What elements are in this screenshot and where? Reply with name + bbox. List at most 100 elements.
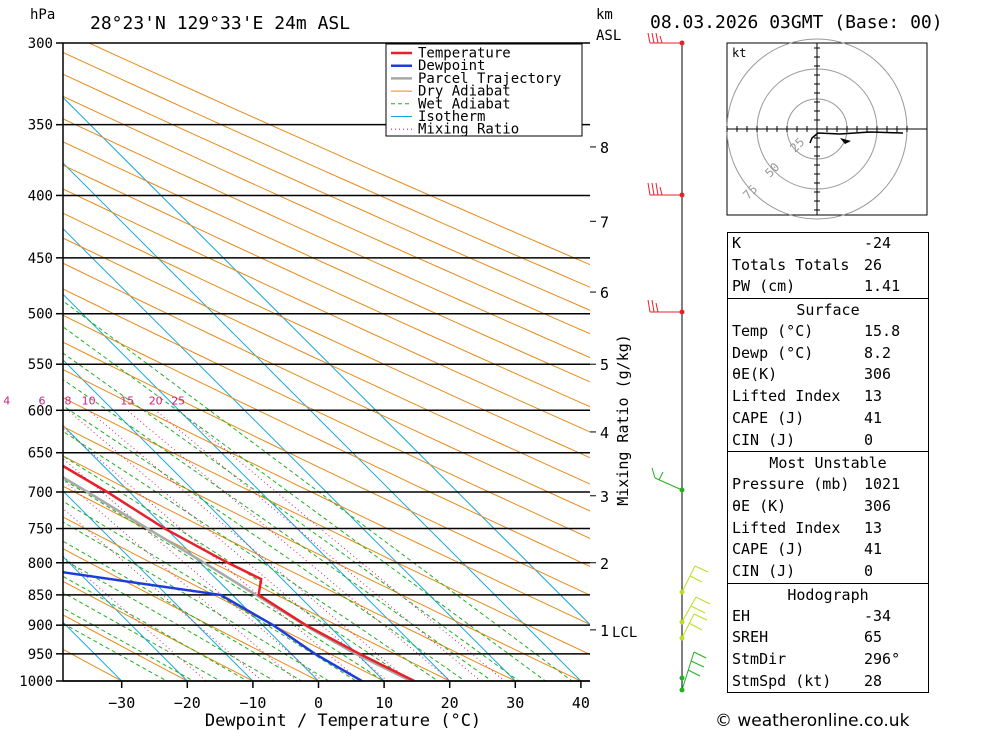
dewpoint-line xyxy=(63,571,365,681)
index-row-totals: Totals Totals 26 xyxy=(732,255,883,274)
hodograph-unit: kt xyxy=(732,46,746,60)
x-tick-label: 20 xyxy=(441,694,459,712)
dry-adiabat-line xyxy=(63,341,590,596)
x-tick-label: −30 xyxy=(108,694,135,712)
mixing-ratio-line xyxy=(63,507,263,681)
mixing-ratio-label: 15 xyxy=(120,394,134,407)
x-tick-label: 40 xyxy=(572,694,590,712)
mixing-ratio-label: 10 xyxy=(82,394,96,407)
hodo-section-title: Hodograph xyxy=(728,582,928,606)
mixing-ratio-line xyxy=(63,427,361,681)
legend-entry: Mixing Ratio xyxy=(418,122,519,138)
hodo-row-eh: EH -34 xyxy=(732,606,892,625)
pressure-label: 650 xyxy=(28,446,53,462)
pressure-label: 800 xyxy=(28,556,53,572)
surface-row-cin: CIN (J) 0 xyxy=(732,430,874,449)
pressure-label: 950 xyxy=(28,647,53,663)
km-tick-label: 7 xyxy=(600,213,609,231)
hodo-row-sreh: SREH 65 xyxy=(732,628,883,647)
legend-entry: Dewpoint xyxy=(418,58,485,74)
mu-row-cape: CAPE (J) 41 xyxy=(732,540,883,559)
mixing-ratio-line xyxy=(63,458,324,681)
isotherm-line xyxy=(63,227,517,681)
km-tick-label: 2 xyxy=(600,555,609,573)
mixing-ratio-label: 8 xyxy=(65,394,72,407)
wind-barb-300 xyxy=(647,32,685,46)
legend-entry: Dry Adiabat xyxy=(418,84,511,100)
pressure-label: 1000 xyxy=(19,674,53,690)
wet-adiabat-line xyxy=(63,455,412,681)
hodograph-trace xyxy=(809,131,904,144)
dry-adiabat-line xyxy=(63,425,583,681)
pressure-label: 750 xyxy=(28,522,53,538)
mu-row-li: Lifted Index 13 xyxy=(732,518,883,537)
wind-barb-400 xyxy=(647,182,685,198)
dry-adiabat-line xyxy=(63,314,590,567)
isotherm-line xyxy=(63,490,254,681)
location-title: 28°23'N 129°33'E 24m ASL xyxy=(90,13,350,34)
index-row-k: K -24 xyxy=(732,234,892,252)
x-axis-ticks: −30 −20 −10 0 10 20 30 40 xyxy=(108,681,590,712)
wet-adiabat-line xyxy=(63,558,276,681)
mixing-ratio-line xyxy=(63,479,298,681)
asl-label: ASL xyxy=(596,28,621,44)
wet-adiabat-line xyxy=(63,500,358,681)
mixing-ratio-axis-label: Mixing Ratio (g/kg) xyxy=(614,334,632,506)
pressure-label: 700 xyxy=(28,485,53,501)
pressure-label: 400 xyxy=(28,188,53,204)
mixing-ratio-label: 25 xyxy=(171,394,185,407)
legend-entry: Wet Adiabat xyxy=(418,96,511,112)
dry-adiabat-line xyxy=(63,369,590,626)
isotherm-line xyxy=(63,424,320,681)
dry-adiabat-line xyxy=(63,188,590,433)
wind-barb-900 xyxy=(679,596,711,625)
dry-adiabat-lines xyxy=(63,43,590,681)
surface-section-title: Surface xyxy=(728,298,928,321)
mu-row-thetae: θE (K) 306 xyxy=(732,496,892,515)
legend-entry: Parcel Trajectory xyxy=(418,71,561,87)
pressure-label: 450 xyxy=(28,251,53,267)
wet-adiabat-line xyxy=(63,326,547,681)
isotherm-line xyxy=(63,555,189,681)
surface-row-thetae: θE(K) 306 xyxy=(732,365,892,384)
pressure-label: 550 xyxy=(28,357,53,373)
wind-barb-700 xyxy=(651,467,685,493)
mixing-ratio-line xyxy=(88,409,411,681)
surface-row-cape: CAPE (J) 41 xyxy=(732,408,883,427)
mu-row-cin: CIN (J) 0 xyxy=(732,561,874,580)
dry-adiabat-line xyxy=(63,73,590,311)
surface-row-dewp: Dewp (°C) 8.2 xyxy=(732,343,892,362)
hodograph: kt 25 50 75 xyxy=(726,38,928,220)
km-tick-label: 4 xyxy=(600,424,609,442)
dry-adiabat-line xyxy=(63,548,320,681)
dry-adiabat-line xyxy=(63,262,590,512)
hodo-row-stmdir: StmDir 296° xyxy=(732,650,901,668)
wind-barb-850 xyxy=(679,565,709,595)
temperature-line xyxy=(63,464,417,681)
copyright-footer: © weatheronline.co.uk xyxy=(715,711,910,731)
dry-adiabat-line xyxy=(63,164,590,408)
isotherm-line xyxy=(63,96,590,626)
wind-barb-950 xyxy=(679,613,708,641)
pressure-label: 500 xyxy=(28,307,53,323)
x-tick-label: 0 xyxy=(314,694,323,712)
wet-adiabat-line xyxy=(63,540,303,681)
km-tick-label: 5 xyxy=(600,356,609,374)
dry-adiabat-line xyxy=(63,485,451,681)
dry-adiabat-line xyxy=(63,237,590,485)
mixing-ratio-line xyxy=(126,409,452,681)
wet-adiabat-line xyxy=(63,521,330,681)
mixing-ratio-line xyxy=(177,409,506,681)
wet-adiabat-line xyxy=(63,622,168,681)
x-tick-label: 30 xyxy=(506,694,524,712)
mixing-ratio-lines xyxy=(63,409,506,681)
surface-row-temp: Temp (°C) 15.8 xyxy=(732,322,901,341)
x-axis-label: Dewpoint / Temperature (°C) xyxy=(205,711,481,731)
dry-adiabat-line xyxy=(63,455,517,681)
mixing-ratio-line xyxy=(67,409,389,681)
wet-adiabat-line xyxy=(63,607,195,681)
index-row-pw: PW (cm) 1.41 xyxy=(732,277,901,296)
km-tick-label: 1 xyxy=(600,622,609,640)
wet-adiabat-line xyxy=(63,405,466,681)
